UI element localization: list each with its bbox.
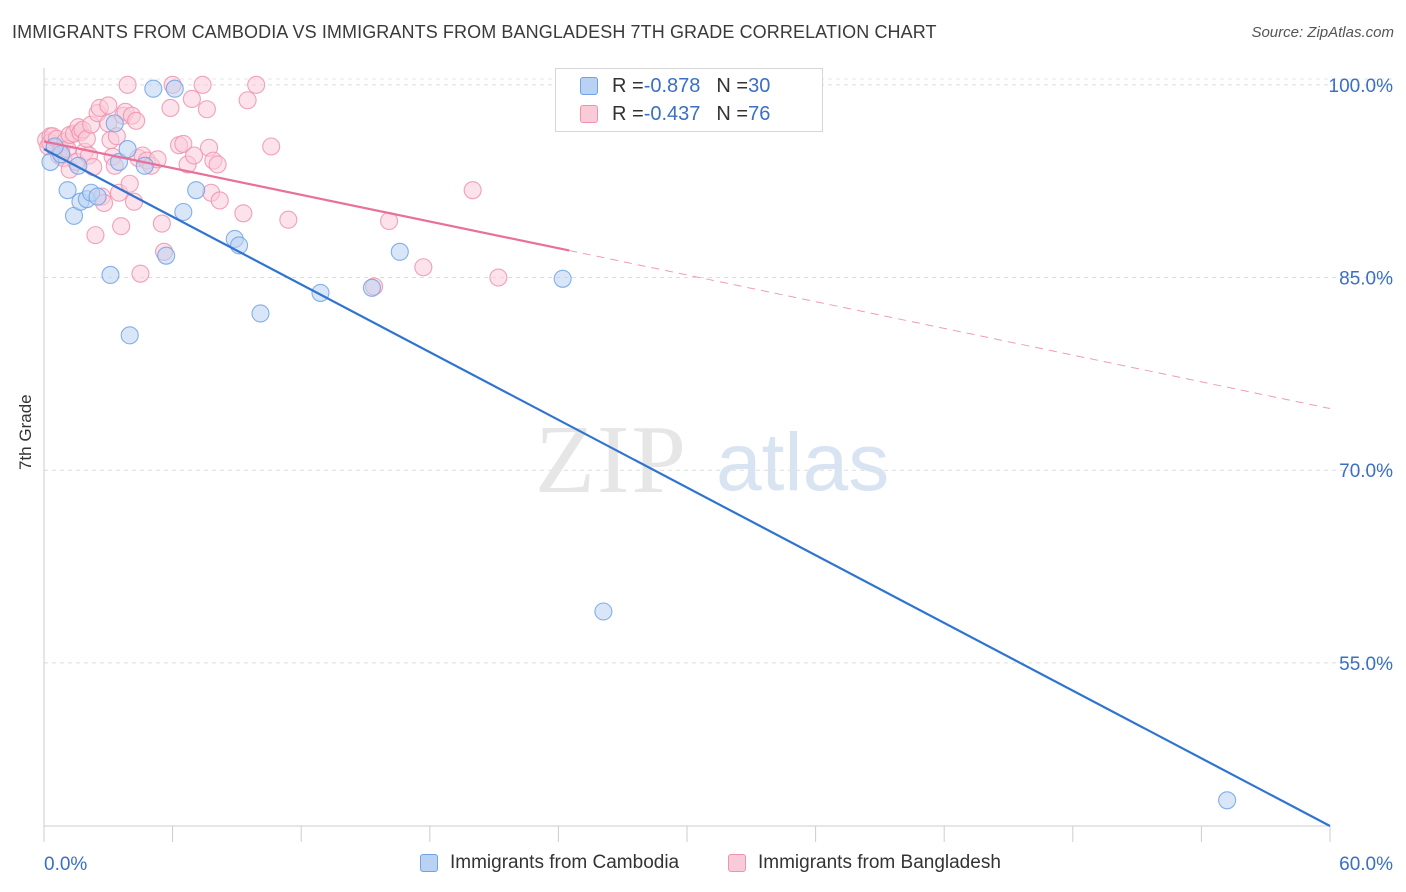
point-cambodia	[157, 246, 176, 265]
point-bangladesh	[414, 258, 433, 277]
point-cambodia	[594, 602, 613, 621]
point-bangladesh	[210, 191, 229, 210]
axes	[43, 68, 1331, 842]
point-bangladesh	[184, 146, 204, 165]
legend-r-value-cambodia: -0.878	[643, 74, 701, 97]
point-bangladesh	[463, 181, 482, 200]
y-tick-label: 70.0%	[1339, 461, 1393, 482]
legend-row-bangladesh: R = -0.437 N = 76	[580, 101, 770, 127]
point-bangladesh	[86, 226, 105, 245]
point-cambodia	[144, 79, 163, 98]
bottom-legend-label-cambodia: Immigrants from Cambodia	[450, 852, 680, 873]
point-bangladesh	[489, 268, 508, 287]
y-tick-label: 55.0%	[1339, 654, 1393, 675]
tick-labels: 55.0% 70.0% 85.0% 100.0% 0.0% 60.0%	[44, 76, 1393, 875]
source-label: Source: ZipAtlas.com	[1251, 24, 1394, 41]
x-tick-label-max: 60.0%	[1339, 854, 1393, 875]
point-cambodia	[135, 156, 154, 175]
point-bangladesh	[99, 96, 118, 115]
point-bangladesh	[112, 217, 131, 236]
trend-line-bangladesh-extrapolated	[569, 249, 1331, 410]
legend-swatch-bangladesh	[580, 105, 598, 123]
point-cambodia	[187, 181, 206, 200]
y-axis-label: 7th Grade	[16, 394, 35, 470]
y-tick-label: 85.0%	[1339, 269, 1393, 290]
legend-n-value-bangladesh: 76	[748, 102, 771, 125]
point-cambodia	[251, 304, 270, 323]
point-cambodia	[362, 278, 381, 297]
point-bangladesh	[131, 264, 150, 283]
bottom-legend-swatch-bangladesh	[728, 854, 746, 872]
point-cambodia	[101, 265, 120, 285]
correlation-legend: R = -0.878 N = 30 R = -0.437 N = 76	[555, 68, 823, 132]
point-bangladesh	[208, 155, 227, 174]
legend-swatch-cambodia	[580, 77, 598, 95]
legend-n-label: N =	[716, 102, 749, 125]
point-bangladesh	[234, 204, 253, 223]
point-cambodia	[120, 326, 139, 345]
point-cambodia	[105, 114, 124, 133]
watermark-atlas: atlas	[716, 417, 889, 508]
point-cambodia	[165, 79, 184, 98]
point-bangladesh	[238, 91, 257, 110]
trend-lines	[43, 140, 1331, 827]
point-cambodia	[69, 156, 88, 175]
point-bangladesh	[127, 111, 146, 130]
trend-line-cambodia	[43, 148, 1331, 827]
point-bangladesh	[279, 210, 298, 229]
point-bangladesh	[193, 75, 212, 94]
series-bangladesh	[37, 75, 508, 296]
chart-title: IMMIGRANTS FROM CAMBODIA VS IMMIGRANTS F…	[12, 22, 937, 42]
point-cambodia	[390, 242, 409, 261]
grid-lines	[44, 78, 1393, 664]
y-tick-label: 100.0%	[1329, 76, 1394, 97]
legend-row-cambodia: R = -0.878 N = 30	[580, 73, 770, 99]
point-bangladesh	[247, 75, 266, 94]
trend-line-bangladesh	[43, 140, 570, 252]
legend-r-label: R =	[612, 74, 644, 97]
bottom-legend-swatch-cambodia	[420, 854, 438, 872]
point-bangladesh	[182, 89, 201, 109]
point-bangladesh	[262, 137, 281, 156]
watermark-zip: ZIP	[535, 406, 688, 514]
point-bangladesh	[152, 214, 171, 233]
bottom-legend-cambodia: Immigrants from Cambodia	[420, 852, 679, 874]
series-cambodia	[41, 79, 1237, 810]
zipatlas-watermark: ZIP atlas	[535, 406, 889, 514]
point-cambodia	[118, 140, 137, 159]
point-cambodia	[174, 202, 193, 222]
point-cambodia	[1218, 791, 1237, 810]
point-bangladesh	[197, 100, 216, 119]
legend-n-value-cambodia: 30	[748, 74, 771, 97]
bottom-legend-label-bangladesh: Immigrants from Bangladesh	[758, 852, 1001, 873]
point-cambodia	[88, 187, 107, 206]
legend-n-label: N =	[716, 74, 749, 97]
legend-r-label: R =	[612, 102, 644, 125]
point-bangladesh	[174, 134, 193, 153]
point-bangladesh	[118, 75, 137, 94]
point-cambodia	[553, 269, 572, 288]
legend-r-value-bangladesh: -0.437	[643, 102, 701, 125]
bottom-legend-bangladesh: Immigrants from Bangladesh	[728, 852, 1001, 874]
point-cambodia	[58, 181, 77, 200]
point-bangladesh	[120, 174, 139, 193]
x-tick-label-min: 0.0%	[44, 854, 87, 875]
point-bangladesh	[161, 98, 180, 118]
